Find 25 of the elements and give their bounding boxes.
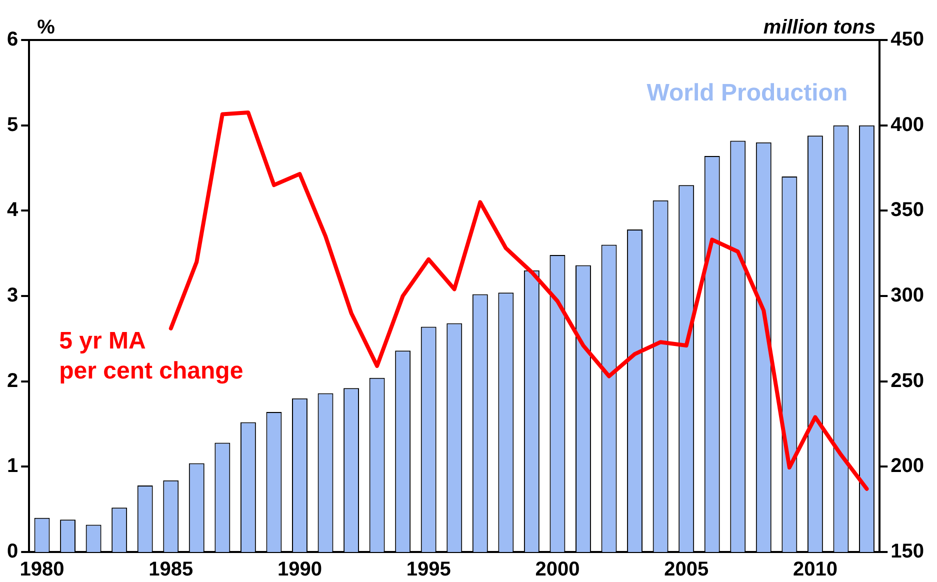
y-tick-label: 0 [7,540,18,563]
y-tick-label: 4 [7,199,19,222]
y-tick-label: 6 [7,28,18,51]
y-axis-title: % [37,16,56,39]
y2-tick-label: 450 [890,28,924,51]
y2-tick-label: 250 [890,370,924,392]
x-tick-label: 1980 [20,558,64,581]
y2-axis-title: million tons [763,16,876,39]
y2-tick-label: 300 [890,284,924,307]
x-tick-label: 1995 [406,558,451,581]
y2-tick-label: 150 [890,540,924,563]
y2-tick-label: 200 [890,455,924,478]
x-tick-label: 2005 [664,558,709,581]
x-tick-label: 2010 [792,558,838,581]
x-tick-label: 1985 [148,558,194,581]
y2-tick-label: 350 [890,199,924,222]
x-tick-label: 1990 [277,558,322,581]
series-label: World Production [646,80,848,107]
x-tick-label: 2000 [535,558,580,581]
series-label: 5 yr MA per cent change [59,328,244,385]
y2-tick-label: 400 [890,114,924,136]
y-tick-label: 2 [7,370,18,392]
y-tick-label: 3 [7,284,18,307]
y-tick-label: 5 [7,114,18,136]
y-tick-label: 1 [7,455,18,478]
